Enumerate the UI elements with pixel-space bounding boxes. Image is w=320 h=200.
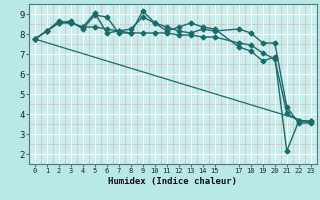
- X-axis label: Humidex (Indice chaleur): Humidex (Indice chaleur): [108, 177, 237, 186]
